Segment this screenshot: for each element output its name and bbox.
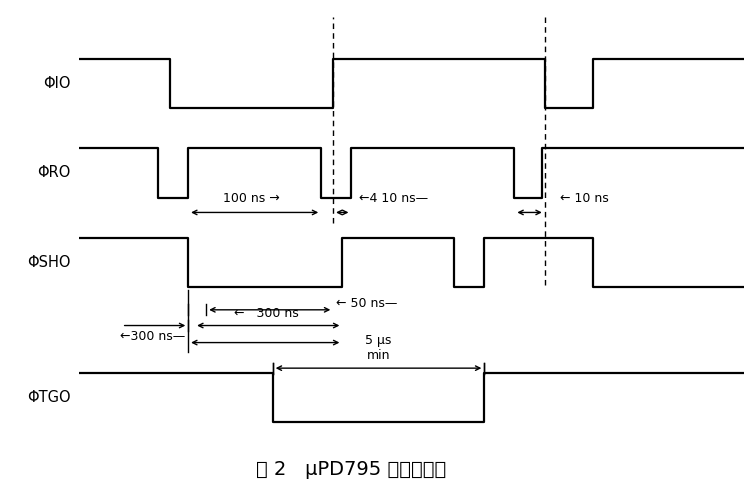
Text: 5 μs
min: 5 μs min (365, 334, 392, 362)
Text: 100 ns →: 100 ns → (223, 192, 280, 206)
Text: ΦTGO: ΦTGO (27, 390, 71, 405)
Text: ΦIO: ΦIO (43, 76, 71, 91)
Text: ΦSHO: ΦSHO (27, 255, 71, 270)
Text: ΦRO: ΦRO (37, 165, 71, 180)
Text: ← 10 ns: ← 10 ns (559, 192, 608, 206)
Text: ←300 ns—: ←300 ns— (120, 329, 185, 342)
Text: ←4 10 ns—: ←4 10 ns— (358, 192, 428, 206)
Text: ← 50 ns—: ← 50 ns— (336, 297, 397, 310)
Text: 图 2   μPD795 的驱动程序: 图 2 μPD795 的驱动程序 (256, 459, 446, 479)
Text: ←   300 ns: ← 300 ns (234, 307, 299, 320)
